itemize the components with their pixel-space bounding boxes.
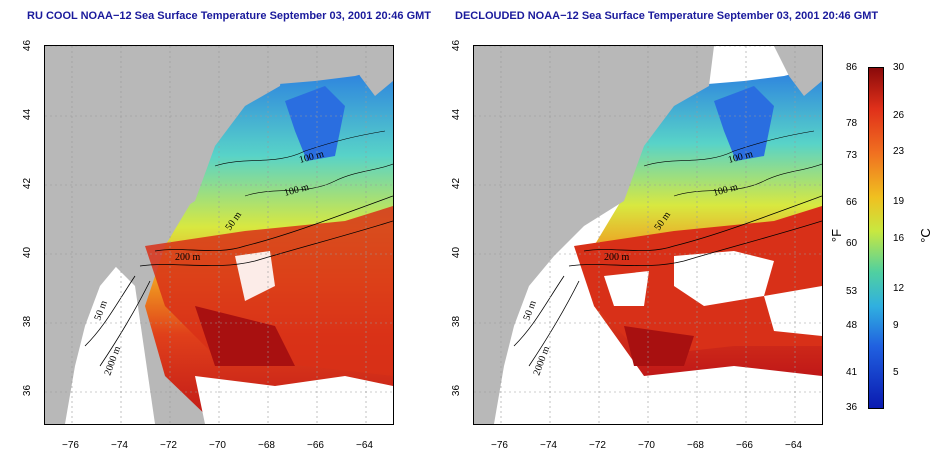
y-tick: 44 xyxy=(22,108,34,121)
y-tick: 36 xyxy=(451,384,463,397)
y-tick: 42 xyxy=(451,177,463,190)
celsius-tick: 19 xyxy=(893,196,905,207)
fahrenheit-tick: 86 xyxy=(846,62,858,73)
x-tick: −70 xyxy=(638,440,655,451)
y-tick: 36 xyxy=(22,384,34,397)
cold-water-core xyxy=(285,86,345,161)
svg-text:200 m: 200 m xyxy=(175,252,201,263)
x-tick: −74 xyxy=(111,440,128,451)
panel-title-left: RU COOL NOAA−12 Sea Surface Temperature … xyxy=(27,10,432,22)
fahrenheit-tick: 48 xyxy=(846,320,858,331)
celsius-tick: 5 xyxy=(893,367,899,378)
fahrenheit-tick: 66 xyxy=(846,197,858,208)
svg-text:200 m: 200 m xyxy=(604,252,630,263)
celsius-tick: 26 xyxy=(893,110,905,121)
land xyxy=(45,46,285,424)
x-tick: −68 xyxy=(687,440,704,451)
sst-map-raw: 100 m 100 m 50 m 200 m 50 m 2000 m xyxy=(44,45,394,425)
land xyxy=(474,46,714,424)
x-tick: −64 xyxy=(356,440,373,451)
x-tick: −74 xyxy=(540,440,557,451)
fahrenheit-tick: 78 xyxy=(846,118,858,129)
x-tick: −72 xyxy=(589,440,606,451)
y-tick: 44 xyxy=(451,108,463,121)
fahrenheit-tick: 41 xyxy=(846,367,858,378)
x-tick: −66 xyxy=(736,440,753,451)
x-tick: −76 xyxy=(62,440,79,451)
fahrenheit-unit-label: °F xyxy=(829,228,845,243)
x-tick: −72 xyxy=(160,440,177,451)
color-scale-bar xyxy=(868,67,884,409)
sst-map-declouded: 100 m 100 m 50 m 200 m 50 m 2000 m xyxy=(473,45,823,425)
y-tick: 40 xyxy=(22,246,34,259)
fahrenheit-tick: 73 xyxy=(846,150,858,161)
y-tick: 46 xyxy=(22,39,34,52)
panel-title-right: DECLOUDED NOAA−12 Sea Surface Temperatur… xyxy=(455,10,879,22)
y-tick: 38 xyxy=(22,315,34,328)
x-tick: −70 xyxy=(209,440,226,451)
fahrenheit-tick: 36 xyxy=(846,402,858,413)
y-tick: 38 xyxy=(451,315,463,328)
cold-water-core xyxy=(714,86,774,161)
celsius-tick: 30 xyxy=(893,62,905,73)
x-tick: −68 xyxy=(258,440,275,451)
x-tick: −76 xyxy=(491,440,508,451)
x-tick: −66 xyxy=(307,440,324,451)
fahrenheit-tick: 60 xyxy=(846,238,858,249)
celsius-tick: 16 xyxy=(893,233,905,244)
celsius-unit-label: °C xyxy=(917,228,933,243)
y-tick: 46 xyxy=(451,39,463,52)
celsius-tick: 23 xyxy=(893,146,905,157)
cloud-mask xyxy=(674,251,774,306)
fahrenheit-tick: 53 xyxy=(846,286,858,297)
y-tick: 40 xyxy=(451,246,463,259)
y-tick: 42 xyxy=(22,177,34,190)
x-tick: −64 xyxy=(785,440,802,451)
celsius-tick: 9 xyxy=(893,320,899,331)
celsius-tick: 12 xyxy=(893,283,905,294)
